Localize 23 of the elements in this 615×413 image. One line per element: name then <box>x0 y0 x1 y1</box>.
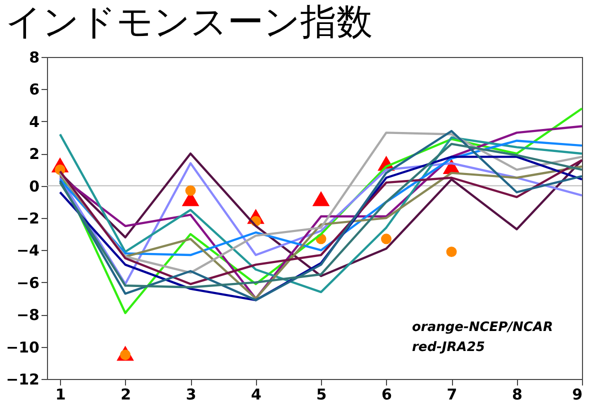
y-tick-label: −4 <box>16 242 40 260</box>
x-tick-label: 8 <box>512 386 522 404</box>
x-tick-label: 6 <box>382 386 392 404</box>
x-tick-label: 5 <box>316 386 327 404</box>
annotation: red-JRA25 <box>412 340 485 355</box>
y-tick-label: 8 <box>29 48 40 66</box>
y-tick-label: −6 <box>16 274 40 292</box>
x-tick-label: 3 <box>186 386 196 404</box>
y-tick-label: −2 <box>16 210 40 228</box>
y-tick-label: 4 <box>29 112 40 131</box>
x-tick-label: 7 <box>446 386 458 404</box>
chart-title: インドモンスーン指数 <box>6 2 373 43</box>
x-tick-label: 1 <box>55 386 66 404</box>
x-tick-label: 2 <box>120 386 132 404</box>
x-tick-label: 9 <box>572 386 582 404</box>
annotation: orange-NCEP/NCAR <box>412 320 553 335</box>
y-tick-label: 6 <box>29 80 40 99</box>
y-tick-label: −12 <box>6 370 40 388</box>
y-tick-label: 0 <box>29 177 40 196</box>
y-tick-label: −8 <box>16 306 40 324</box>
y-tick-label: 2 <box>29 145 40 164</box>
x-tick-label: 4 <box>251 386 262 404</box>
y-tick-label: −10 <box>6 338 40 356</box>
